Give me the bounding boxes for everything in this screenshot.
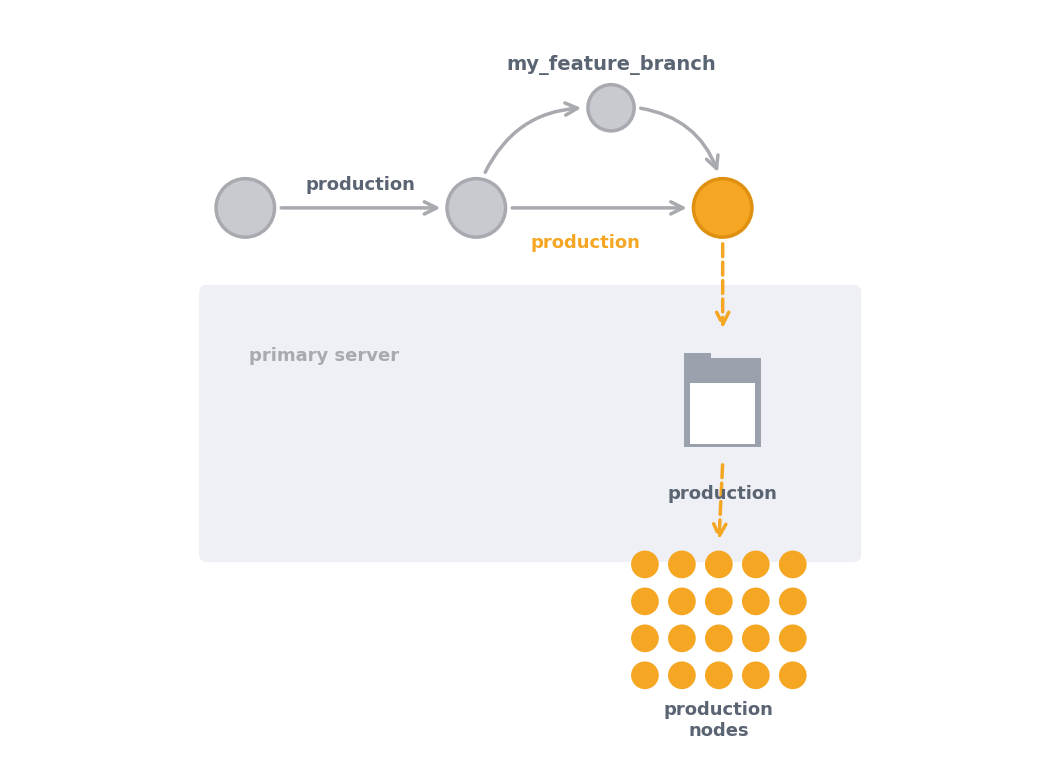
Circle shape: [705, 661, 733, 689]
Circle shape: [779, 624, 807, 652]
FancyBboxPatch shape: [200, 285, 861, 562]
Circle shape: [631, 661, 658, 689]
Circle shape: [668, 661, 696, 689]
Circle shape: [694, 179, 752, 237]
Circle shape: [705, 551, 733, 578]
Text: primary server: primary server: [249, 346, 399, 364]
FancyBboxPatch shape: [684, 353, 712, 372]
Circle shape: [705, 624, 733, 652]
Text: production: production: [531, 233, 641, 252]
Text: my_feature_branch: my_feature_branch: [506, 55, 716, 75]
Circle shape: [742, 551, 770, 578]
FancyBboxPatch shape: [691, 383, 756, 444]
Circle shape: [668, 588, 696, 615]
Circle shape: [631, 624, 658, 652]
Circle shape: [742, 624, 770, 652]
Circle shape: [631, 551, 658, 578]
Circle shape: [668, 624, 696, 652]
Circle shape: [779, 661, 807, 689]
Circle shape: [631, 588, 658, 615]
Circle shape: [588, 85, 634, 131]
Text: production: production: [668, 485, 777, 503]
Circle shape: [742, 588, 770, 615]
Text: production: production: [306, 176, 416, 194]
Circle shape: [779, 588, 807, 615]
Text: production
nodes: production nodes: [664, 701, 773, 739]
Circle shape: [216, 179, 275, 237]
Circle shape: [668, 551, 696, 578]
Circle shape: [447, 179, 506, 237]
Circle shape: [742, 661, 770, 689]
Circle shape: [779, 551, 807, 578]
FancyBboxPatch shape: [684, 358, 761, 447]
Circle shape: [705, 588, 733, 615]
